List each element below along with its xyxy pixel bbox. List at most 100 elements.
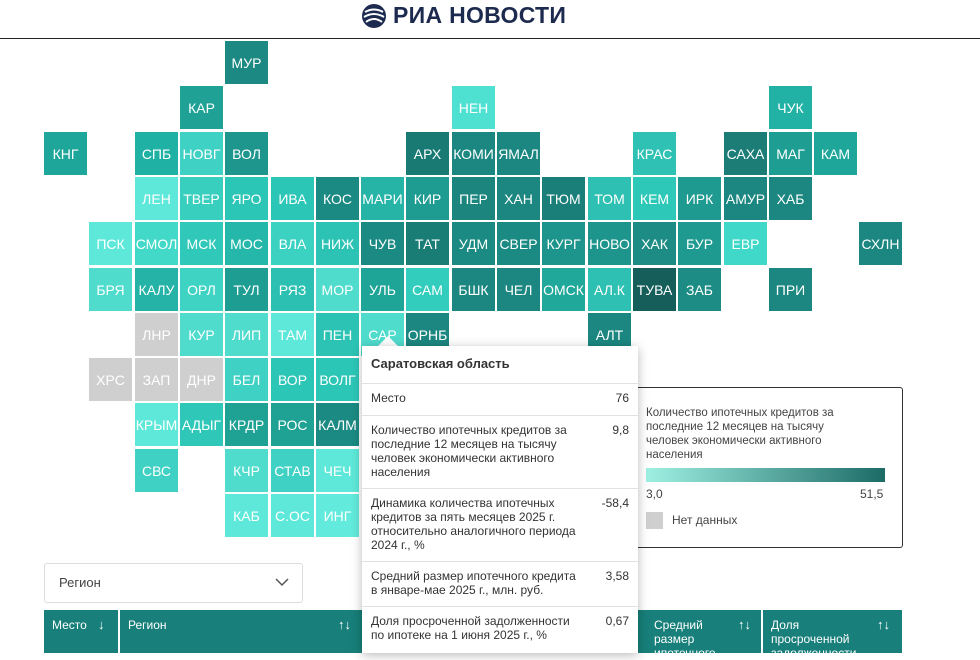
region-tile[interactable]: ПЕН: [316, 313, 359, 356]
region-tile[interactable]: ХАН: [497, 177, 540, 220]
region-tile[interactable]: ОМСК: [542, 268, 585, 311]
region-tile[interactable]: СВЕР: [497, 222, 540, 265]
region-tile[interactable]: УЛЬ: [361, 268, 404, 311]
column-header-avg-loan[interactable]: Средний размер ипотечного ↑↓: [646, 610, 761, 660]
region-tile[interactable]: КОС: [316, 177, 359, 220]
tooltip-row: Динамика количества ипотечных кредитов з…: [362, 488, 638, 561]
region-tile[interactable]: ЗАБ: [678, 268, 721, 311]
region-tile[interactable]: ХАБ: [769, 177, 812, 220]
region-tile[interactable]: КРДР: [225, 403, 268, 446]
region-tile[interactable]: НОВО: [588, 222, 631, 265]
region-tile[interactable]: КАМ: [814, 132, 857, 175]
region-tile[interactable]: ТЮМ: [542, 177, 585, 220]
region-tile[interactable]: БРЯ: [89, 268, 132, 311]
region-tile[interactable]: ЯРО: [225, 177, 268, 220]
region-tile[interactable]: ТАТ: [406, 222, 449, 265]
region-tile[interactable]: ВОЛ: [225, 132, 268, 175]
region-tile[interactable]: МОС: [225, 222, 268, 265]
region-tile[interactable]: МУР: [225, 41, 268, 84]
region-tile[interactable]: КРЫМ: [135, 403, 178, 446]
region-tile[interactable]: МОР: [316, 268, 359, 311]
region-tile[interactable]: РОС: [271, 403, 314, 446]
region-tile[interactable]: СПБ: [135, 132, 178, 175]
region-tile[interactable]: КНГ: [44, 132, 87, 175]
column-header-region[interactable]: Регион ↑↓: [120, 610, 362, 653]
region-tile[interactable]: ЕВР: [724, 222, 767, 265]
region-tile[interactable]: С.ОС: [271, 494, 314, 537]
column-header-overdue-share[interactable]: Доля просроченной задолженности ↑↓: [763, 610, 902, 660]
column-header-rank[interactable]: Место ↓: [44, 610, 118, 653]
region-tile[interactable]: ЯМАЛ: [497, 132, 540, 175]
region-tile[interactable]: АДЫГ: [180, 403, 223, 446]
region-tile[interactable]: СВС: [135, 449, 178, 492]
region-tile[interactable]: БЕЛ: [225, 358, 268, 401]
region-tile[interactable]: ЧУВ: [361, 222, 404, 265]
region-tile[interactable]: БУР: [678, 222, 721, 265]
region-tile[interactable]: КЧР: [225, 449, 268, 492]
region-tile[interactable]: АЛ.К: [588, 268, 631, 311]
tooltip-arrow: [378, 336, 398, 346]
region-tile[interactable]: КИР: [406, 177, 449, 220]
region-tile[interactable]: КУРГ: [542, 222, 585, 265]
region-tile[interactable]: СХЛН: [859, 222, 902, 265]
region-tile[interactable]: ИРК: [678, 177, 721, 220]
region-tile[interactable]: КОМИ: [452, 132, 495, 175]
region-tile[interactable]: КАР: [180, 86, 223, 129]
region-tile[interactable]: КУР: [180, 313, 223, 356]
region-tile[interactable]: КАБ: [225, 494, 268, 537]
region-tile[interactable]: ПСК: [89, 222, 132, 265]
region-tile[interactable]: ЛНР: [135, 313, 178, 356]
region-tile[interactable]: КРАС: [633, 132, 676, 175]
region-tile[interactable]: УДМ: [452, 222, 495, 265]
region-tile[interactable]: ВОЛГ: [316, 358, 359, 401]
region-tile[interactable]: ДНР: [180, 358, 223, 401]
region-tile[interactable]: КАЛУ: [135, 268, 178, 311]
region-tile[interactable]: ТУЛ: [225, 268, 268, 311]
region-tile[interactable]: ВОР: [271, 358, 314, 401]
region-tile[interactable]: ТВЕР: [180, 177, 223, 220]
ria-logo[interactable]: РИА НОВОСТИ: [361, 2, 566, 29]
region-tile[interactable]: ИНГ: [316, 494, 359, 537]
region-tile[interactable]: ЛИП: [225, 313, 268, 356]
region-tile[interactable]: НОВГ: [180, 132, 223, 175]
region-tile[interactable]: ХРС: [89, 358, 132, 401]
legend-title: Количество ипотечных кредитов за последн…: [646, 407, 834, 461]
region-tile[interactable]: ЗАП: [135, 358, 178, 401]
region-tile[interactable]: ЧУК: [769, 86, 812, 129]
region-tile[interactable]: ТОМ: [588, 177, 631, 220]
region-tile[interactable]: МСК: [180, 222, 223, 265]
region-tile[interactable]: НИЖ: [316, 222, 359, 265]
region-tile[interactable]: КЕМ: [633, 177, 676, 220]
region-tile[interactable]: АРХ: [406, 132, 449, 175]
region-tile[interactable]: ПРИ: [769, 268, 812, 311]
region-tile[interactable]: САХА: [724, 132, 767, 175]
region-tile[interactable]: ИВА: [271, 177, 314, 220]
region-tile[interactable]: НЕН: [452, 86, 495, 129]
tooltip-row-value: 76: [615, 391, 629, 405]
region-tile[interactable]: МАГ: [769, 132, 812, 175]
region-tile[interactable]: КАЛМ: [316, 403, 359, 446]
region-tile[interactable]: ХАК: [633, 222, 676, 265]
region-tile[interactable]: АМУР: [724, 177, 767, 220]
region-tile[interactable]: ТАМ: [271, 313, 314, 356]
region-tile[interactable]: ОРЛ: [180, 268, 223, 311]
region-tile[interactable]: ЧЕЧ: [316, 449, 359, 492]
column-header-label: Доля просроченной задолженности: [771, 618, 857, 660]
region-tile[interactable]: ВЛА: [271, 222, 314, 265]
region-tile[interactable]: ЛЕН: [135, 177, 178, 220]
region-tile[interactable]: САМ: [406, 268, 449, 311]
region-tile[interactable]: ТУВА: [633, 268, 676, 311]
tooltip-row-value: -58,4: [601, 496, 629, 510]
no-data-label: Нет данных: [672, 513, 738, 527]
region-tile[interactable]: РЯЗ: [271, 268, 314, 311]
region-tile[interactable]: МАРИ: [361, 177, 404, 220]
legend-max-value: 51,5: [860, 487, 884, 501]
region-tile[interactable]: СТАВ: [271, 449, 314, 492]
region-tile[interactable]: БШК: [452, 268, 495, 311]
region-tile[interactable]: СМОЛ: [135, 222, 178, 265]
region-tile[interactable]: ПЕР: [452, 177, 495, 220]
region-select[interactable]: Регион: [44, 563, 303, 603]
region-tile[interactable]: ЧЕЛ: [497, 268, 540, 311]
tooltip-row-value: 9,8: [612, 423, 629, 437]
tooltip-row-label: Динамика количества ипотечных кредитов з…: [371, 496, 576, 552]
